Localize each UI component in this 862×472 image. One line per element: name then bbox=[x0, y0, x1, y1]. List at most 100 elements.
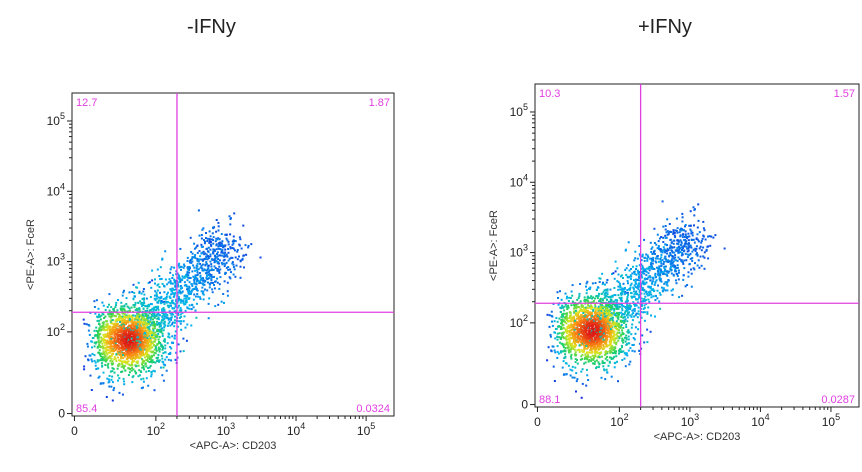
event-dot bbox=[178, 289, 181, 292]
event-dot bbox=[556, 345, 559, 348]
event-dot bbox=[634, 291, 637, 294]
event-dot bbox=[595, 330, 598, 333]
event-dot bbox=[194, 287, 197, 290]
event-dot bbox=[676, 266, 679, 269]
event-dot bbox=[113, 323, 116, 326]
event-dot bbox=[97, 367, 100, 370]
event-dot bbox=[627, 335, 630, 338]
event-dot bbox=[602, 291, 605, 294]
event-dot bbox=[125, 343, 128, 346]
event-dot bbox=[172, 301, 174, 304]
event-dot bbox=[109, 350, 112, 353]
event-dot bbox=[181, 279, 184, 282]
event-dot bbox=[90, 389, 93, 391]
event-dot bbox=[206, 258, 209, 261]
event-dot bbox=[118, 335, 121, 338]
event-dot bbox=[108, 293, 111, 296]
event-dot bbox=[642, 267, 645, 270]
event-dot bbox=[691, 250, 694, 253]
event-dot bbox=[115, 304, 117, 307]
event-dot bbox=[114, 357, 117, 360]
event-dot bbox=[132, 283, 135, 286]
event-dot bbox=[703, 256, 706, 259]
event-dot bbox=[704, 238, 707, 241]
event-dot bbox=[184, 284, 187, 287]
event-dot bbox=[126, 326, 129, 329]
event-dot bbox=[600, 305, 603, 308]
event-dot bbox=[607, 295, 610, 298]
event-dot bbox=[613, 362, 616, 365]
event-dot bbox=[664, 236, 667, 239]
event-dot bbox=[157, 323, 160, 326]
event-dot bbox=[234, 240, 237, 243]
event-dot bbox=[169, 296, 172, 299]
event-dot bbox=[585, 292, 588, 295]
event-dot bbox=[675, 217, 678, 220]
event-dot bbox=[110, 355, 113, 357]
event-dot bbox=[136, 360, 139, 363]
event-dot bbox=[125, 341, 128, 344]
event-dot bbox=[114, 306, 117, 309]
event-dot bbox=[620, 351, 623, 353]
event-dot bbox=[589, 317, 592, 320]
event-dot bbox=[104, 344, 107, 347]
event-dot bbox=[601, 318, 604, 321]
event-dot bbox=[222, 246, 225, 249]
event-dot bbox=[175, 351, 178, 354]
event-dot bbox=[227, 240, 230, 243]
event-dot bbox=[661, 259, 664, 262]
event-dot bbox=[138, 322, 141, 325]
event-dot bbox=[611, 316, 614, 319]
event-dot bbox=[164, 300, 167, 303]
event-dot bbox=[219, 248, 222, 251]
event-dot bbox=[140, 333, 143, 336]
event-dot bbox=[596, 321, 598, 324]
event-dot bbox=[174, 303, 177, 306]
event-dot bbox=[591, 325, 594, 328]
event-dot bbox=[604, 319, 607, 322]
event-dot bbox=[591, 282, 594, 285]
event-dot bbox=[137, 338, 139, 340]
event-dot bbox=[604, 335, 606, 338]
event-dot bbox=[593, 323, 596, 326]
event-dot bbox=[166, 324, 169, 327]
event-dot bbox=[103, 326, 105, 329]
event-dot bbox=[649, 279, 652, 282]
event-dot bbox=[589, 351, 592, 354]
event-dot bbox=[135, 331, 138, 334]
event-dot bbox=[104, 347, 107, 350]
event-dot bbox=[699, 245, 702, 248]
event-dot bbox=[147, 344, 150, 347]
event-dot bbox=[169, 271, 172, 274]
event-dot bbox=[230, 256, 233, 259]
event-dot bbox=[152, 318, 154, 321]
event-dot bbox=[150, 286, 153, 289]
event-dot bbox=[608, 314, 611, 317]
event-dot bbox=[101, 347, 104, 350]
event-dot bbox=[672, 232, 675, 235]
event-dot bbox=[580, 305, 583, 308]
event-dot bbox=[595, 341, 598, 343]
event-dot bbox=[221, 254, 224, 257]
event-dot bbox=[162, 312, 165, 315]
event-dot bbox=[222, 244, 225, 247]
event-dot bbox=[566, 335, 568, 338]
event-dot bbox=[694, 247, 697, 250]
event-dot bbox=[599, 324, 602, 326]
event-dot bbox=[130, 340, 133, 343]
event-dot bbox=[188, 261, 191, 264]
event-dot bbox=[161, 258, 164, 261]
event-dot bbox=[571, 294, 574, 297]
event-dot bbox=[577, 317, 580, 320]
event-dot bbox=[147, 349, 150, 352]
event-dot bbox=[143, 338, 146, 341]
event-dot bbox=[672, 229, 675, 232]
event-dot bbox=[160, 366, 162, 369]
event-dot bbox=[667, 231, 670, 234]
event-dot bbox=[577, 329, 579, 332]
event-dot bbox=[564, 343, 567, 346]
event-dot bbox=[626, 308, 628, 311]
event-dot bbox=[604, 331, 607, 334]
event-dot bbox=[207, 271, 210, 274]
event-dot bbox=[656, 257, 659, 260]
